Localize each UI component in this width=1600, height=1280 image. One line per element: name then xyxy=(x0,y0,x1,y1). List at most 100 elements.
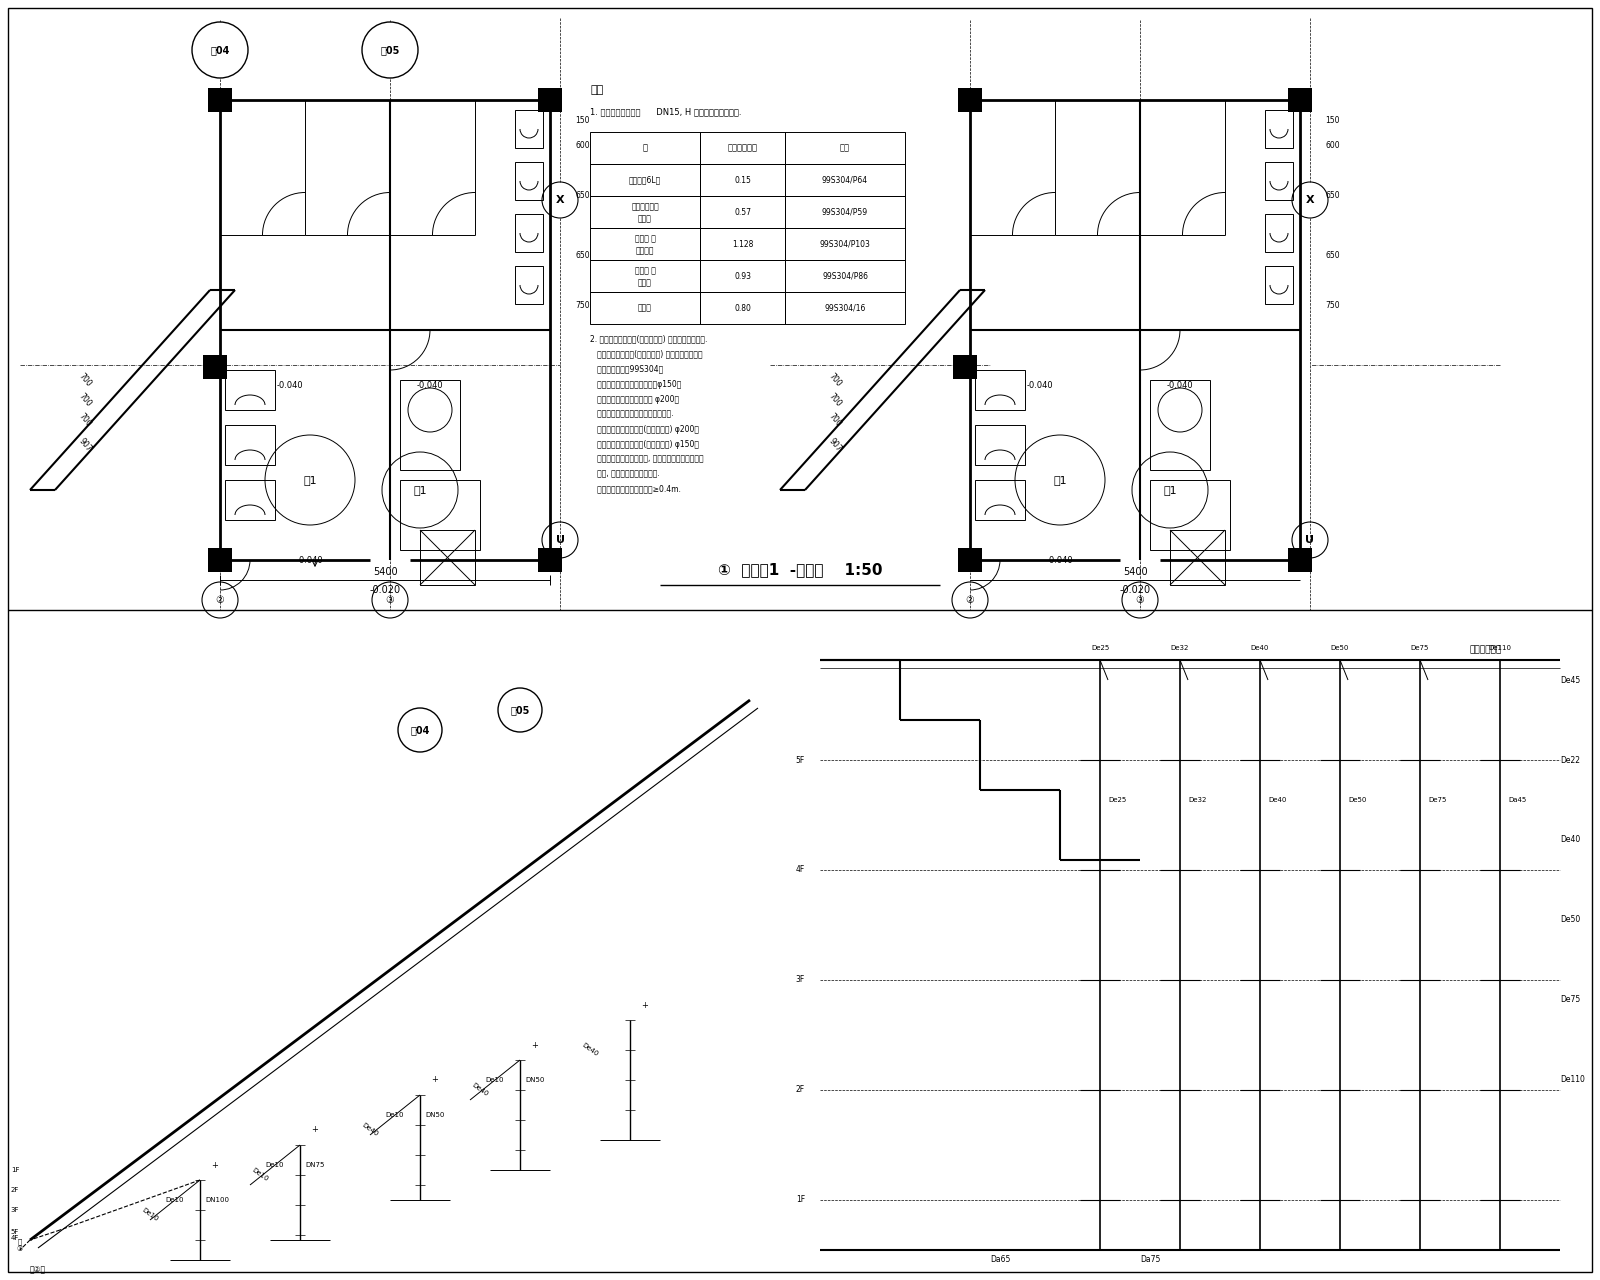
Text: 5F
4F: 5F 4F xyxy=(11,1229,19,1242)
Text: 洗浴棋 大: 洗浴棋 大 xyxy=(635,266,656,275)
Text: +: + xyxy=(211,1161,219,1170)
Circle shape xyxy=(362,22,418,78)
Text: 器: 器 xyxy=(643,143,648,152)
Text: 0.93: 0.93 xyxy=(734,271,750,280)
Text: 5400: 5400 xyxy=(373,567,397,577)
Text: De40: De40 xyxy=(1267,797,1286,803)
Bar xyxy=(1150,480,1230,550)
Text: X: X xyxy=(1306,195,1314,205)
Text: 99S304/P59: 99S304/P59 xyxy=(822,207,869,216)
Text: ①  卫生间1  -层平面    1:50: ① 卫生间1 -层平面 1:50 xyxy=(718,562,882,577)
Bar xyxy=(701,228,786,260)
Text: ②: ② xyxy=(216,595,224,605)
Text: 至
③: 至 ③ xyxy=(18,1238,22,1252)
Text: 650: 650 xyxy=(1325,251,1339,260)
Text: De25: De25 xyxy=(1091,645,1109,652)
Bar xyxy=(974,425,1026,465)
Text: +: + xyxy=(432,1075,438,1084)
Text: 700: 700 xyxy=(827,392,843,408)
Text: Da65: Da65 xyxy=(990,1256,1010,1265)
Text: 700: 700 xyxy=(77,371,93,389)
Text: 5F: 5F xyxy=(795,755,805,764)
Text: De10: De10 xyxy=(141,1207,160,1222)
Bar xyxy=(515,214,542,252)
Text: Da45: Da45 xyxy=(1507,797,1526,803)
Text: 1F: 1F xyxy=(795,1196,805,1204)
Bar xyxy=(958,548,982,572)
Bar xyxy=(515,266,542,305)
Text: 750: 750 xyxy=(1325,301,1339,310)
Text: De40: De40 xyxy=(470,1083,490,1098)
Text: De50: De50 xyxy=(1331,645,1349,652)
Text: 女1: 女1 xyxy=(413,485,427,495)
Text: 700: 700 xyxy=(77,411,93,429)
Bar xyxy=(590,132,701,164)
Bar xyxy=(590,292,701,324)
Text: 700: 700 xyxy=(77,392,93,408)
Bar xyxy=(786,164,906,196)
Bar xyxy=(1288,88,1312,113)
Text: -0.020: -0.020 xyxy=(1120,585,1150,595)
Bar xyxy=(701,132,786,164)
Text: De10: De10 xyxy=(251,1167,269,1183)
Text: 150: 150 xyxy=(574,115,589,124)
Text: De110: De110 xyxy=(1488,645,1512,652)
Text: De32: De32 xyxy=(1171,645,1189,652)
Text: 3F: 3F xyxy=(795,975,805,984)
Bar xyxy=(1266,163,1293,200)
Bar xyxy=(974,370,1026,410)
Text: ②: ② xyxy=(966,595,974,605)
Bar xyxy=(1266,266,1293,305)
Text: ③: ③ xyxy=(1136,595,1144,605)
Text: 99S304/P103: 99S304/P103 xyxy=(819,239,870,248)
Text: -0.040: -0.040 xyxy=(1046,556,1074,564)
Text: 给水立管穿模板预留洞(贴墙或墙体) φ200；: 给水立管穿模板预留洞(贴墙或墙体) φ200； xyxy=(590,425,699,434)
Text: De25: De25 xyxy=(1107,797,1126,803)
Text: 2. 卫生洁具留洞横向(与管壁平行) 定位尺寸详见选用.: 2. 卫生洁具留洞横向(与管壁平行) 定位尺寸详见选用. xyxy=(590,334,707,343)
Text: 99S304/P64: 99S304/P64 xyxy=(822,175,869,184)
Text: 99S304/P86: 99S304/P86 xyxy=(822,271,869,280)
Text: 引水层: 引水层 xyxy=(638,215,651,224)
Bar xyxy=(203,355,227,379)
Bar xyxy=(954,355,978,379)
Text: 洗盗盆、洗浴盆穿模板预留洞φ150；: 洗盗盆、洗浴盆穿模板预留洞φ150； xyxy=(590,379,682,389)
Text: 小便器（6L）: 小便器（6L） xyxy=(629,175,661,184)
Bar xyxy=(226,425,275,465)
Bar xyxy=(701,260,786,292)
Text: 99S304/16: 99S304/16 xyxy=(824,303,866,312)
Bar xyxy=(1150,380,1210,470)
Bar xyxy=(786,196,906,228)
Text: 650: 650 xyxy=(574,251,590,260)
Text: -0.040: -0.040 xyxy=(1166,380,1194,389)
Bar xyxy=(400,380,461,470)
Text: 洗浴棋 小: 洗浴棋 小 xyxy=(635,234,656,243)
Text: 瓷砖式冲洗槽: 瓷砖式冲洗槽 xyxy=(1470,645,1502,654)
Text: X: X xyxy=(555,195,565,205)
Text: 注：: 注： xyxy=(590,84,603,95)
Text: 0.15: 0.15 xyxy=(734,175,750,184)
Text: -0.020: -0.020 xyxy=(370,585,400,595)
Text: De32: De32 xyxy=(1187,797,1206,803)
Text: 闸门流量单位: 闸门流量单位 xyxy=(728,143,757,152)
Circle shape xyxy=(192,22,248,78)
Text: DN75: DN75 xyxy=(306,1162,325,1167)
Bar xyxy=(226,480,275,520)
Text: De75: De75 xyxy=(1560,996,1581,1005)
Bar xyxy=(590,228,701,260)
Text: U: U xyxy=(555,535,565,545)
Text: 洗手盆水休层: 洗手盆水休层 xyxy=(630,202,659,211)
Text: De10: De10 xyxy=(386,1112,405,1117)
Bar xyxy=(538,88,562,113)
Text: De22: De22 xyxy=(1560,755,1581,764)
Text: 大便器、地漏穿模板预留洞 φ200；: 大便器、地漏穿模板预留洞 φ200； xyxy=(590,394,678,403)
Text: 650: 650 xyxy=(574,191,590,200)
Text: 女1: 女1 xyxy=(1163,485,1178,495)
Text: 备注: 备注 xyxy=(840,143,850,152)
Bar xyxy=(590,260,701,292)
Text: 150: 150 xyxy=(1325,115,1339,124)
Bar xyxy=(958,88,982,113)
Bar xyxy=(400,480,480,550)
Text: 浅05: 浅05 xyxy=(510,705,530,716)
Bar xyxy=(1288,548,1312,572)
Text: 700: 700 xyxy=(827,371,843,389)
